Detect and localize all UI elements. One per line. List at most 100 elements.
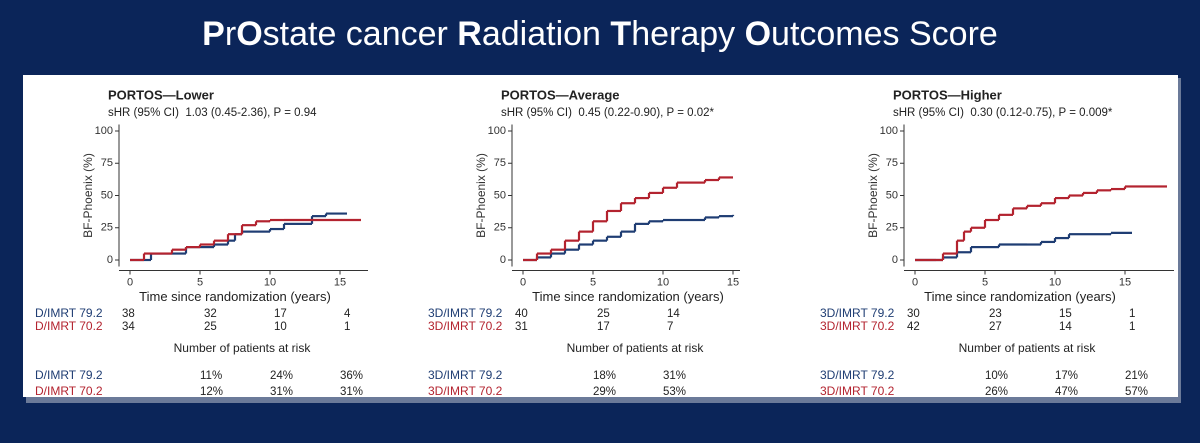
incidence-row-name: 3D/IMRT 79.2 [428, 368, 503, 382]
y-tick-label: 25 [886, 222, 898, 234]
y-tick-label: 50 [494, 189, 506, 201]
y-tick-label: 75 [886, 157, 898, 169]
incidence-value: 31% [663, 370, 686, 382]
risk-count: 42 [907, 321, 920, 333]
x-tick-label: 0 [127, 276, 133, 288]
risk-count: 17 [274, 308, 287, 320]
incidence-value: 11% [200, 370, 222, 382]
title-segment: T [610, 15, 631, 53]
incidence-value: 47% [1055, 386, 1078, 398]
y-tick-label: 25 [494, 222, 506, 234]
incidence-value: 29% [593, 386, 616, 398]
x-tick-label: 10 [264, 276, 276, 288]
chart-title: PORTOS—Average [501, 87, 620, 102]
y-axis-label: BF-Phoenix (%) [81, 153, 95, 238]
risk-count: 40 [515, 308, 528, 320]
panel [23, 75, 1178, 397]
incidence-value: 18% [593, 370, 616, 382]
y-tick-label: 100 [95, 125, 113, 137]
risk-count: 27 [989, 321, 1002, 333]
y-tick-label: 75 [101, 157, 113, 169]
y-tick-label: 100 [880, 125, 898, 137]
title-segment: utcomes Score [771, 15, 998, 53]
incidence-value: 10% [985, 370, 1008, 382]
title-segment: r [225, 15, 236, 53]
chart-subtitle: sHR (95% CI) 0.30 (0.12-0.75), P = 0.009… [893, 107, 1113, 119]
y-tick-label: 50 [101, 189, 113, 201]
risk-count: 31 [515, 321, 528, 333]
y-tick-label: 0 [107, 254, 113, 266]
risk-row-name: D/IMRT 70.2 [35, 319, 103, 333]
chart-subtitle: sHR (95% CI) 1.03 (0.45-2.36), P = 0.94 [108, 107, 317, 119]
incidence-row-name: D/IMRT 70.2 [35, 384, 103, 398]
incidence-row-name: 3D/IMRT 70.2 [428, 384, 503, 398]
risk-count: 38 [122, 308, 135, 320]
chart-subtitle: sHR (95% CI) 0.45 (0.22-0.90), P = 0.02* [501, 107, 714, 119]
y-tick-label: 50 [886, 189, 898, 201]
chart-title: PORTOS—Lower [108, 87, 214, 102]
title-segment: herapy [631, 15, 744, 53]
y-tick-label: 100 [488, 125, 506, 137]
risk-count: 25 [204, 321, 217, 333]
incidence-value: 36% [340, 370, 363, 382]
risk-row-name: 3D/IMRT 79.2 [820, 306, 895, 320]
x-tick-label: 15 [727, 276, 739, 288]
x-axis-label: Time since randomization (years) [532, 289, 724, 304]
incidence-value: 24% [270, 370, 293, 382]
x-tick-label: 5 [590, 276, 596, 288]
x-tick-label: 0 [912, 276, 918, 288]
incidence-row-name: D/IMRT 79.2 [35, 368, 103, 382]
title-segment: O [236, 15, 262, 53]
slide-title: PrOstate cancer Radiation Therapy Outcom… [202, 15, 998, 53]
incidence-value: 31% [340, 386, 363, 398]
incidence-value: 31% [270, 386, 293, 398]
risk-count: 14 [667, 308, 680, 320]
x-tick-label: 15 [334, 276, 346, 288]
y-axis-label: BF-Phoenix (%) [474, 153, 488, 238]
at-risk-label: Number of patients at risk [959, 341, 1097, 355]
x-tick-label: 10 [1049, 276, 1061, 288]
title-segment: state cancer [263, 15, 458, 53]
incidence-value: 12% [200, 386, 223, 398]
risk-row-name: 3D/IMRT 70.2 [428, 319, 503, 333]
x-tick-label: 5 [982, 276, 988, 288]
chart-title: PORTOS—Higher [893, 87, 1002, 102]
title-segment: R [457, 15, 482, 53]
risk-row-name: 3D/IMRT 79.2 [428, 306, 503, 320]
risk-count: 30 [907, 308, 920, 320]
risk-count: 14 [1059, 321, 1072, 333]
x-tick-label: 0 [520, 276, 526, 288]
risk-count: 15 [1059, 308, 1072, 320]
risk-count: 32 [204, 308, 217, 320]
incidence-value: 57% [1125, 386, 1148, 398]
incidence-row-name: 3D/IMRT 70.2 [820, 384, 895, 398]
title-segment: P [202, 15, 225, 53]
x-tick-label: 10 [657, 276, 669, 288]
risk-count: 10 [274, 321, 287, 333]
at-risk-label: Number of patients at risk [174, 341, 312, 355]
y-axis-label: BF-Phoenix (%) [866, 153, 880, 238]
y-tick-label: 25 [101, 222, 113, 234]
risk-row-name: 3D/IMRT 70.2 [820, 319, 895, 333]
risk-row-name: D/IMRT 79.2 [35, 306, 103, 320]
incidence-row-name: 3D/IMRT 79.2 [820, 368, 895, 382]
risk-count: 25 [597, 308, 610, 320]
at-risk-label: Number of patients at risk [567, 341, 705, 355]
risk-count: 17 [597, 321, 610, 333]
y-tick-label: 75 [494, 157, 506, 169]
x-tick-label: 5 [197, 276, 203, 288]
y-tick-label: 0 [892, 254, 898, 266]
title-segment: adiation [482, 15, 611, 53]
incidence-value: 26% [985, 386, 1008, 398]
incidence-value: 17% [1055, 370, 1078, 382]
x-axis-label: Time since randomization (years) [924, 289, 1116, 304]
x-tick-label: 15 [1119, 276, 1131, 288]
risk-count: 1 [1129, 308, 1135, 320]
risk-count: 4 [344, 308, 351, 320]
risk-count: 23 [989, 308, 1002, 320]
risk-count: 1 [1129, 321, 1135, 333]
title-segment: O [745, 15, 771, 53]
incidence-value: 21% [1125, 370, 1148, 382]
risk-count: 1 [344, 321, 350, 333]
